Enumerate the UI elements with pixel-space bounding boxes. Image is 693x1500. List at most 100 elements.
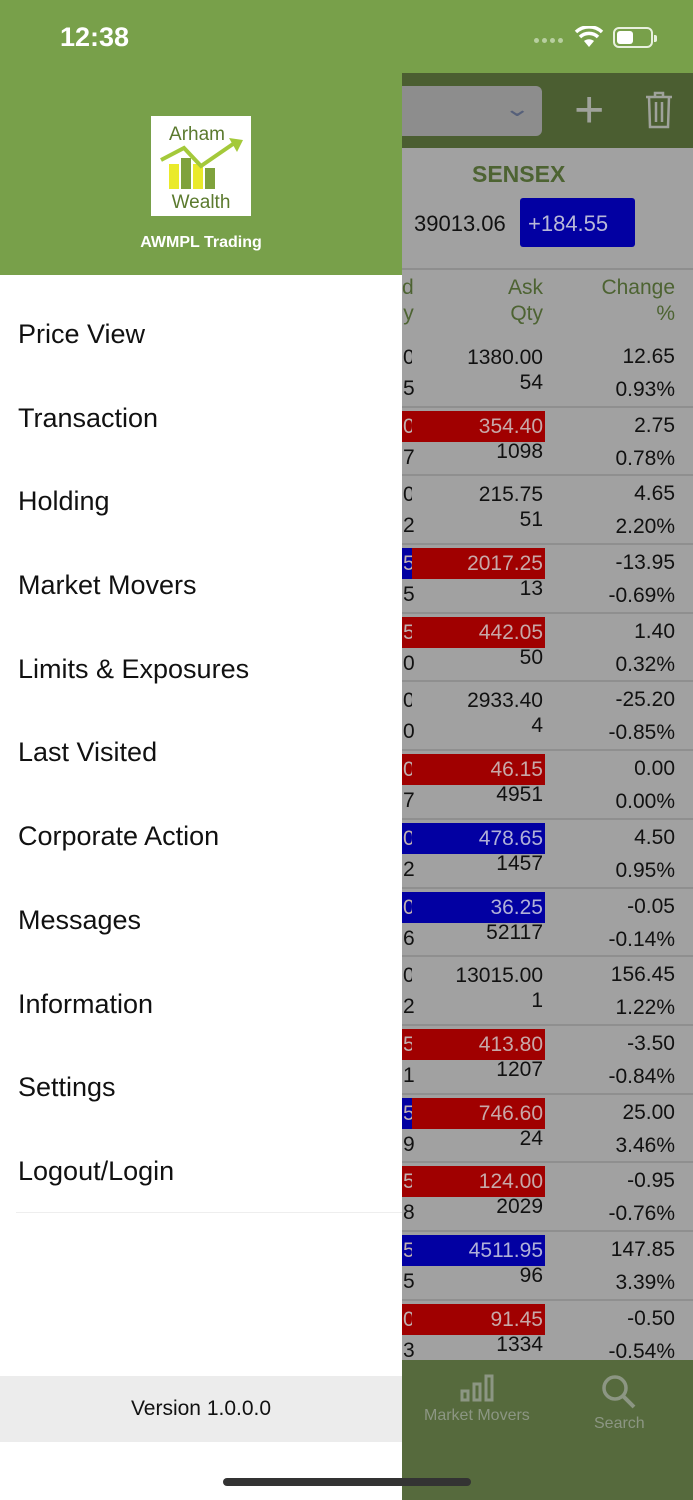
- change: -13.95: [615, 551, 675, 575]
- menu-item-limits-exposures[interactable]: Limits & Exposures: [18, 653, 250, 684]
- watchlist-rows: 1380.00 0 5 54 12.65 0.93% 354.40 0 7 1098 2.75 0.7…: [402, 339, 693, 1370]
- add-icon[interactable]: +: [574, 81, 605, 139]
- menu-item-messages[interactable]: Messages: [18, 904, 142, 935]
- bid-qty: 0: [403, 651, 415, 675]
- change-percent: -0.85%: [608, 721, 675, 745]
- table-row[interactable]: 215.75 0 2 51 4.65 2.20%: [402, 476, 693, 546]
- tab-search[interactable]: Search: [594, 1374, 645, 1433]
- wifi-icon: [574, 26, 604, 47]
- change-percent: 1.22%: [615, 996, 675, 1020]
- tab-bar: Market Movers Search: [402, 1360, 693, 1500]
- drawer-menu: Price View Transaction Holding Market Mover…: [0, 292, 402, 1213]
- bid-price: 0: [402, 410, 412, 442]
- menu-item-corporate-action[interactable]: Corporate Action: [18, 821, 220, 852]
- change-percent: 3.39%: [615, 1270, 675, 1294]
- bid-qty: 2: [403, 857, 415, 881]
- change-percent: 0.95%: [615, 858, 675, 882]
- bid-qty: 5: [403, 1269, 415, 1293]
- bid-qty: 1: [403, 1063, 415, 1087]
- change-percent: 0.32%: [615, 652, 675, 676]
- ask-qty: 1207: [496, 1057, 543, 1081]
- change: 25.00: [622, 1100, 675, 1124]
- home-indicator[interactable]: [223, 1478, 471, 1486]
- bid-qty: 2: [403, 995, 415, 1019]
- ask-price: 4511.95: [402, 1234, 545, 1266]
- table-row[interactable]: 2017.25 5 5 13 -13.95 -0.69%: [402, 545, 693, 614]
- ask-qty: 1: [531, 989, 543, 1013]
- table-row[interactable]: 442.05 5 0 50 1.40 0.32%: [402, 614, 693, 683]
- bid-qty: 0: [403, 720, 415, 744]
- menu-item-logout-login[interactable]: Logout/Login: [18, 1155, 175, 1186]
- ask-price: 36.25: [402, 891, 545, 923]
- ask-qty: 24: [519, 1126, 543, 1150]
- ask-qty: 51: [519, 508, 543, 532]
- change: 4.50: [634, 825, 675, 849]
- change: 2.75: [634, 413, 675, 437]
- bid-qty: 3: [403, 1338, 415, 1362]
- tab-label: Search: [594, 1415, 645, 1432]
- menu-item-holding[interactable]: Holding: [18, 486, 110, 517]
- bid-price: 0: [402, 822, 412, 854]
- change-percent: -0.76%: [608, 1202, 675, 1226]
- table-row[interactable]: 1380.00 0 5 54 12.65 0.93%: [402, 339, 693, 408]
- menu-item-price-view[interactable]: Price View: [18, 319, 146, 349]
- bid-qty: 5: [403, 583, 415, 607]
- change-percent: 3.46%: [615, 1133, 675, 1157]
- arham-wealth-logo: Arham Wealth: [151, 116, 251, 216]
- menu-item-settings[interactable]: Settings: [18, 1072, 116, 1103]
- change-percent: 0.00%: [615, 790, 675, 814]
- table-row[interactable]: 36.25 0 6 52117 -0.05 -0.14%: [402, 889, 693, 958]
- ask-qty: 52117: [486, 920, 543, 944]
- index-name: SENSEX: [472, 161, 566, 187]
- menu-item-transaction[interactable]: Transaction: [18, 402, 159, 433]
- bid-qty: 2: [403, 514, 415, 538]
- watchlist-dropdown[interactable]: ⌄: [402, 86, 542, 136]
- table-row[interactable]: 478.65 0 2 1457 4.50 0.95%: [402, 820, 693, 889]
- ask-price: 91.45: [402, 1303, 545, 1335]
- bid-price: 0: [403, 346, 412, 369]
- signal-icon: [534, 38, 563, 43]
- table-row[interactable]: 91.45 0 3 1334 -0.50 -0.54%: [402, 1301, 693, 1370]
- bid-price: 5: [402, 1234, 412, 1266]
- ask-price: 2933.40: [467, 689, 543, 713]
- ask-price: 442.05: [402, 616, 545, 648]
- bid-price: 0: [402, 1303, 412, 1335]
- ask-qty: 13: [519, 577, 543, 601]
- bid-price: 5: [402, 1097, 412, 1129]
- table-row[interactable]: 13015.00 0 2 1 156.45 1.22%: [402, 957, 693, 1026]
- bid-price: 5: [402, 1028, 412, 1060]
- bar-chart-icon: [460, 1374, 494, 1402]
- menu-item-market-movers[interactable]: Market Movers: [18, 570, 197, 601]
- index-change: +184.55: [520, 198, 635, 247]
- ask-qty: 1457: [496, 851, 543, 875]
- bid-qty: 7: [403, 445, 415, 469]
- drawer-header: Arham Wealth AWMPL Trading: [0, 73, 402, 275]
- change-percent: -0.84%: [608, 1064, 675, 1088]
- ask-qty: 4951: [496, 783, 543, 807]
- table-row[interactable]: 746.60 5 9 24 25.00 3.46%: [402, 1095, 693, 1164]
- brand-name: AWMPL Trading: [140, 234, 262, 251]
- search-icon: [602, 1375, 636, 1409]
- status-bar: 12:38: [0, 0, 693, 73]
- table-row[interactable]: 124.00 5 8 2029 -0.95 -0.76%: [402, 1163, 693, 1232]
- menu-item-last-visited[interactable]: Last Visited: [18, 737, 158, 768]
- tab-market-movers[interactable]: Market Movers: [424, 1374, 530, 1425]
- version-label: Version 1.0.0.0: [0, 1376, 402, 1442]
- change: -3.50: [627, 1031, 675, 1055]
- table-row[interactable]: 46.15 0 7 4951 0.00 0.00%: [402, 751, 693, 820]
- table-row[interactable]: 4511.95 5 5 96 147.85 3.39%: [402, 1232, 693, 1301]
- menu-item-information[interactable]: Information: [18, 988, 154, 1019]
- trash-icon[interactable]: [644, 91, 674, 129]
- table-row[interactable]: 354.40 0 7 1098 2.75 0.78%: [402, 408, 693, 477]
- bid-qty: 7: [403, 789, 415, 813]
- ask-qty: 54: [519, 371, 543, 394]
- change: 0.00: [634, 757, 675, 781]
- change: -25.20: [615, 688, 675, 712]
- bid-price: 0: [402, 891, 412, 923]
- table-row[interactable]: 413.80 5 1 1207 -3.50 -0.84%: [402, 1026, 693, 1095]
- ask-price: 1380.00: [467, 346, 543, 369]
- ask-price: 46.15: [402, 754, 545, 786]
- change-percent: 0.78%: [615, 446, 675, 470]
- table-row[interactable]: 2933.40 0 0 4 -25.20 -0.85%: [402, 682, 693, 752]
